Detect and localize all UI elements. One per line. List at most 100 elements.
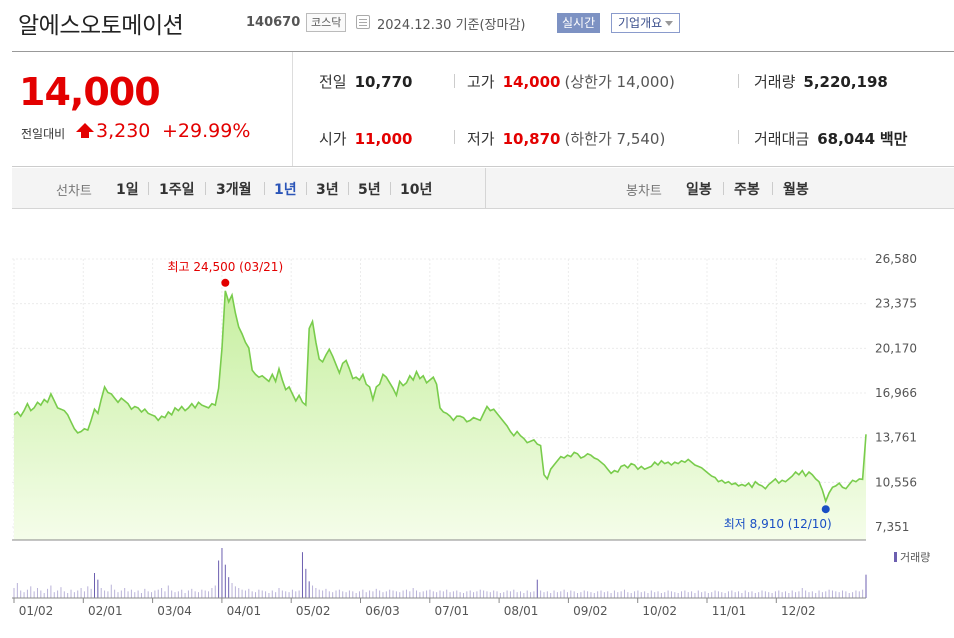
volume-bar xyxy=(496,591,498,598)
x-axis: 01/02 02/01 03/04 04/01 05/02 06/03 07/01 08/01… xyxy=(13,598,816,618)
tab-5y[interactable]: 5년 xyxy=(358,182,381,198)
volume-bar xyxy=(181,589,183,598)
volume-bar xyxy=(563,589,565,598)
volume-bar xyxy=(120,590,122,598)
volume-bar xyxy=(808,592,810,598)
volume-bar xyxy=(221,548,223,598)
volume-bar xyxy=(687,592,689,598)
volume-bar xyxy=(325,588,327,598)
volume-bar xyxy=(30,586,32,598)
volume-bar xyxy=(506,590,508,598)
volume-bar xyxy=(717,591,719,598)
volume-bar xyxy=(144,588,146,598)
x-tick-label: 09/02 xyxy=(573,604,608,618)
volume-bar xyxy=(67,593,69,598)
price-chart[interactable]: 26,580 23,375 20,170 16,966 13,761 10,556 7,35… xyxy=(0,212,954,638)
volume-bar xyxy=(768,592,770,598)
volume-bar xyxy=(244,590,246,598)
volume-bar xyxy=(231,583,233,598)
volume-bar xyxy=(550,593,552,598)
volume-bar xyxy=(825,591,827,598)
tab-daily[interactable]: 일봉 xyxy=(686,182,712,198)
volume-bar xyxy=(533,591,535,598)
volume-bar xyxy=(741,593,743,598)
divider xyxy=(148,182,149,195)
tab-1w[interactable]: 1주일 xyxy=(159,182,195,198)
volume-bar xyxy=(318,589,320,598)
corp-info-dropdown[interactable]: 기업개요 xyxy=(611,13,681,33)
x-tick-label: 06/03 xyxy=(365,604,400,618)
volume-bar xyxy=(637,590,639,598)
volume-bar xyxy=(774,591,776,598)
volume-bar xyxy=(848,593,850,598)
volume-bar xyxy=(721,592,723,598)
high-label: 고가 xyxy=(467,73,495,91)
volume-bar xyxy=(546,591,548,598)
stock-header: 알에스오토메이션 140670 코스닥 2024.12.30 기준(장마감) 실… xyxy=(0,0,954,46)
volume-bar xyxy=(681,591,683,598)
realtime-button[interactable]: 실시간 xyxy=(557,13,601,33)
volume-bar xyxy=(77,590,79,598)
volume-bar xyxy=(382,592,384,598)
volume-bar xyxy=(543,592,545,598)
volume-bar xyxy=(452,591,454,598)
volume-bar xyxy=(613,590,615,598)
corp-info-label: 기업개요 xyxy=(618,16,663,30)
volume-bar xyxy=(117,592,119,598)
volume-bar xyxy=(315,588,317,598)
volume-bar xyxy=(197,592,199,598)
tab-monthly[interactable]: 월봉 xyxy=(783,182,809,198)
volume-swatch xyxy=(894,552,897,562)
tab-10y[interactable]: 10년 xyxy=(400,182,433,198)
low-label: 저가 xyxy=(467,130,495,148)
volume-bar xyxy=(312,585,314,598)
volume-bar xyxy=(764,591,766,598)
volume-bar xyxy=(248,588,250,598)
y-tick-label: 16,966 xyxy=(875,386,917,400)
quote-date: 2024.12.30 기준(장마감) xyxy=(377,18,526,33)
tab-1d[interactable]: 1일 xyxy=(116,182,139,198)
tab-1y[interactable]: 1년 xyxy=(274,182,297,198)
divider xyxy=(772,182,773,195)
volume-bar xyxy=(607,591,609,598)
volume-bar xyxy=(90,588,92,598)
volume-bar xyxy=(426,590,428,598)
volume-bar xyxy=(265,591,267,598)
volume-bar xyxy=(623,589,625,598)
volume-bar xyxy=(781,592,783,598)
tab-weekly[interactable]: 주봉 xyxy=(734,182,760,198)
annotations: 최고 24,500 (03/21) 최저 8,910 (12/10) xyxy=(167,260,831,531)
volume-bar xyxy=(100,588,102,598)
volume-legend-label: 거래량 xyxy=(900,551,931,564)
prev-close-value: 10,770 xyxy=(354,73,413,91)
tab-3y[interactable]: 3년 xyxy=(316,182,339,198)
volume-bar xyxy=(456,590,458,598)
volume-bar xyxy=(654,592,656,598)
volume-bar xyxy=(714,590,716,598)
volume-bar xyxy=(815,593,817,598)
y-axis: 26,580 23,375 20,170 16,966 13,761 10,556 7,35… xyxy=(875,252,917,534)
volume-bar xyxy=(858,591,860,598)
volume-bar xyxy=(503,592,505,598)
volume-bar xyxy=(234,586,236,598)
volume-bar xyxy=(255,592,257,598)
volume-bar xyxy=(523,593,525,598)
volume-bar xyxy=(724,593,726,598)
volume-bar xyxy=(73,592,75,598)
volume-bar xyxy=(97,579,99,598)
volume-value: 5,220,198 xyxy=(803,73,888,91)
volume-bar xyxy=(332,592,334,598)
volume-bar xyxy=(208,591,210,598)
volume-bar xyxy=(409,591,411,598)
volume-bar xyxy=(238,588,240,598)
volume-bar xyxy=(261,590,263,598)
volume-bar xyxy=(328,591,330,598)
chevron-down-icon xyxy=(665,21,674,26)
x-tick-label: 05/02 xyxy=(296,604,331,618)
volume-bar xyxy=(161,588,163,598)
volume-bar xyxy=(489,592,491,598)
volume-bar xyxy=(432,591,434,598)
volume-bar xyxy=(191,588,193,598)
volume-bar xyxy=(167,585,169,598)
tab-3m[interactable]: 3개월 xyxy=(216,182,252,198)
